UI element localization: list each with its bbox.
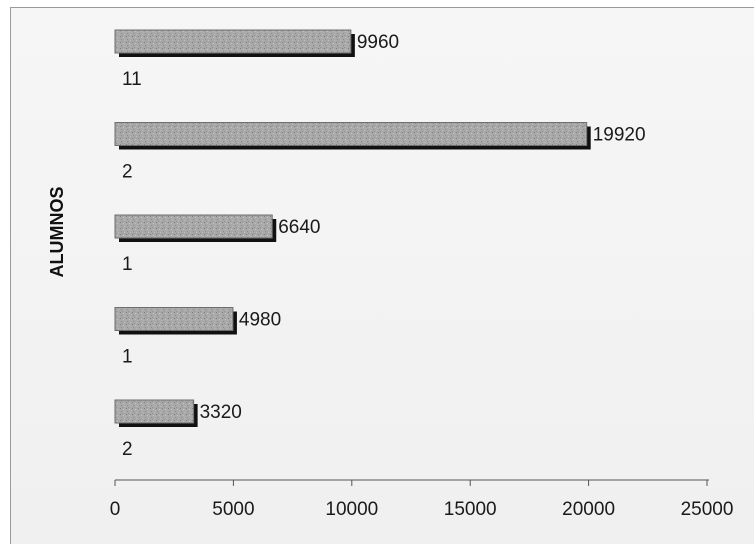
x-tick-label: 15000 [444, 499, 497, 520]
bar-group: 19920 2 [114, 122, 646, 183]
bars: 9960 11 19920 2 6640 1 4980 1 3320 2 [114, 29, 646, 460]
x-tick-label: 25000 [681, 499, 734, 520]
bar-group: 6640 1 [114, 214, 321, 275]
category-label: 11 [122, 69, 142, 90]
bar-value-label: 4980 [239, 310, 281, 331]
bar [114, 214, 273, 239]
x-tick-label: 20000 [562, 499, 615, 520]
y-axis-title: ALUMNOS [47, 187, 67, 278]
bar [114, 399, 195, 424]
bar-group: 9960 11 [114, 29, 399, 90]
category-label: 2 [122, 162, 133, 183]
bar-group: 4980 1 [114, 307, 281, 368]
bar-value-label: 3320 [200, 402, 242, 423]
bar [114, 122, 588, 146]
bar-group: 3320 2 [114, 399, 242, 460]
bar [114, 29, 352, 54]
category-label: 1 [122, 347, 133, 368]
bar-value-label: 19920 [593, 125, 646, 146]
x-tick-label: 5000 [212, 499, 254, 520]
x-axis: 0 5000 10000 15000 20000 25000 [110, 479, 734, 520]
chart-frame [10, 7, 754, 544]
category-label: 1 [122, 254, 133, 275]
x-tick-label: 0 [110, 499, 121, 520]
bar [114, 307, 234, 331]
bar-value-label: 6640 [278, 217, 320, 238]
category-label: 2 [122, 439, 133, 460]
x-tick-label: 10000 [325, 499, 378, 520]
bar-value-label: 9960 [357, 32, 399, 53]
